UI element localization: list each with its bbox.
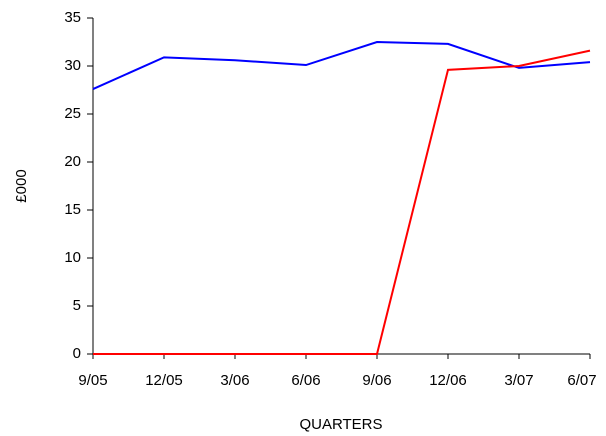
- x-axis-label: QUARTERS: [299, 416, 382, 433]
- y-tick-label: 0: [73, 345, 81, 362]
- x-tick-label: 3/07: [504, 372, 533, 389]
- series-line: [93, 49, 591, 355]
- y-tick-label: 5: [73, 297, 81, 314]
- y-tick-label: 15: [64, 201, 81, 218]
- x-tick-label: 9/05: [78, 372, 107, 389]
- x-tick-label: 3/06: [220, 372, 249, 389]
- y-tick-label: 20: [64, 153, 81, 170]
- series-line: [92, 40, 591, 90]
- y-tick-label: 35: [64, 9, 81, 26]
- y-tick-label: 25: [64, 105, 81, 122]
- y-tick-label: 10: [64, 249, 81, 266]
- x-tick-label: 9/06: [362, 372, 391, 389]
- x-tick-label: 12/06: [429, 372, 467, 389]
- y-axis-label: £000: [13, 169, 30, 202]
- y-tick-label: 30: [64, 57, 81, 74]
- x-tick-label: 6/06: [291, 372, 320, 389]
- x-tick-label: 12/05: [145, 372, 183, 389]
- x-tick-label: 6/07: [567, 372, 596, 389]
